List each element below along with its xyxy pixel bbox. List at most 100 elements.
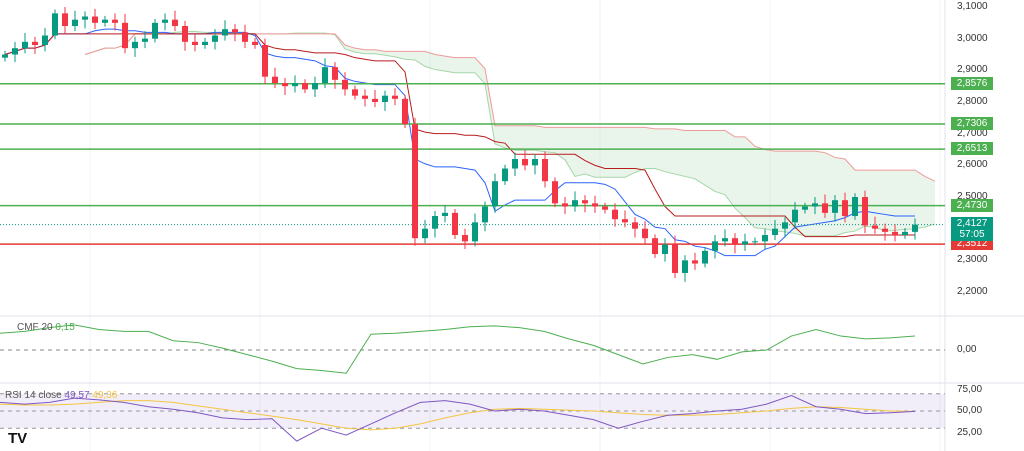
candle-body — [42, 35, 48, 46]
candle-body — [32, 41, 38, 46]
rsi-tick: 50,00 — [957, 405, 983, 416]
candle-body — [452, 212, 458, 236]
candle-body — [352, 89, 358, 96]
candle-body — [732, 238, 738, 245]
candle-body — [272, 76, 278, 84]
candle-body — [92, 16, 98, 23]
rsi-value: 49,57 — [64, 390, 90, 401]
price-tick: 2,8000 — [957, 96, 988, 107]
rsi-tick: 75,00 — [957, 383, 983, 395]
price-tick: 2,5000 — [957, 191, 988, 203]
candle-body — [552, 181, 558, 204]
candle-body — [252, 41, 258, 46]
candle-body — [562, 203, 568, 207]
candle-body — [882, 228, 888, 232]
rsi-tick: 25,00 — [957, 426, 983, 438]
cmf-legend: CMF 20 0,15 — [17, 322, 75, 333]
level-price-tag: 2,7306 — [951, 116, 993, 130]
candle-body — [222, 29, 228, 36]
candle-body — [502, 168, 508, 182]
level-price-tag: 2,4730 — [951, 198, 993, 212]
cmf-zero-tick: 0,00 — [957, 344, 977, 355]
rsi-label: RSI 14 close — [5, 390, 62, 401]
candle-body — [132, 41, 138, 49]
ichimoku-cloud — [85, 31, 935, 236]
candle-body — [582, 200, 588, 204]
candle-body — [692, 260, 698, 264]
candle-body — [102, 19, 108, 23]
price-tick: 2,9000 — [957, 64, 988, 76]
price-tick: 2,2000 — [957, 286, 988, 298]
candle-body — [522, 159, 528, 166]
candle-body — [702, 250, 708, 264]
candle-body — [152, 22, 158, 39]
candle-body — [412, 124, 418, 239]
cmf-value: 0,15 — [55, 322, 75, 333]
candle-body — [162, 19, 168, 23]
candle-body — [902, 231, 908, 236]
candle-body — [192, 41, 198, 46]
candle-body — [852, 197, 858, 217]
candle-body — [142, 38, 148, 42]
cmf-label: CMF 20 — [17, 322, 53, 333]
price-tick: 2,7000 — [957, 127, 988, 139]
candle-body — [232, 29, 238, 33]
candle-body — [772, 228, 778, 236]
candle-body — [642, 228, 648, 239]
candle-body — [472, 222, 478, 242]
candle-body — [172, 19, 178, 27]
candle-body — [62, 13, 68, 27]
rsi-ma-value: 49,36 — [92, 390, 118, 401]
tradingview-logo[interactable]: TV — [8, 430, 28, 447]
candle-body — [892, 231, 898, 236]
candle-body — [302, 83, 308, 90]
candle-body — [212, 35, 218, 42]
candle-body — [322, 67, 328, 84]
candle-body — [382, 95, 388, 103]
rsi-line — [0, 394, 916, 442]
candle-body — [532, 159, 538, 166]
candle-body — [832, 200, 838, 213]
candle-body — [652, 238, 658, 255]
candle-body — [612, 209, 618, 220]
candle-body — [782, 222, 788, 229]
candle-body — [762, 235, 768, 242]
rsi-ma-line — [0, 400, 916, 431]
candle-body — [182, 26, 188, 42]
candle-body — [122, 22, 128, 49]
price-tick: 3,0000 — [957, 32, 988, 44]
candle-body — [862, 197, 868, 226]
candle-body — [402, 98, 408, 125]
price-tick: 2,6000 — [957, 159, 988, 171]
candle-body — [792, 209, 798, 223]
candle-body — [72, 19, 78, 27]
candle-body — [422, 228, 428, 239]
candle-body — [242, 32, 248, 42]
candle-body — [592, 203, 598, 207]
candle-body — [12, 48, 18, 55]
candle-body — [482, 206, 488, 223]
candle-body — [442, 212, 448, 217]
candle-body — [2, 54, 8, 58]
candle-body — [332, 67, 338, 80]
candle-body — [432, 216, 438, 229]
candle-body — [542, 159, 548, 182]
candle-body — [292, 83, 298, 87]
candle-body — [262, 45, 268, 77]
price-tick: 3,1000 — [957, 1, 988, 12]
candle-body — [362, 95, 368, 99]
cmf-line — [0, 324, 916, 374]
candle-body — [572, 200, 578, 207]
candle-body — [112, 19, 118, 23]
candle-body — [602, 206, 608, 210]
candle-body — [822, 203, 828, 213]
candle-body — [202, 41, 208, 46]
current-price-tag: 2,4127 57:05 — [951, 216, 993, 241]
candle-body — [872, 225, 878, 229]
candle-body — [372, 98, 378, 103]
price-tick: 2,3000 — [957, 254, 988, 266]
candle-body — [282, 83, 288, 87]
candle-body — [342, 79, 348, 90]
